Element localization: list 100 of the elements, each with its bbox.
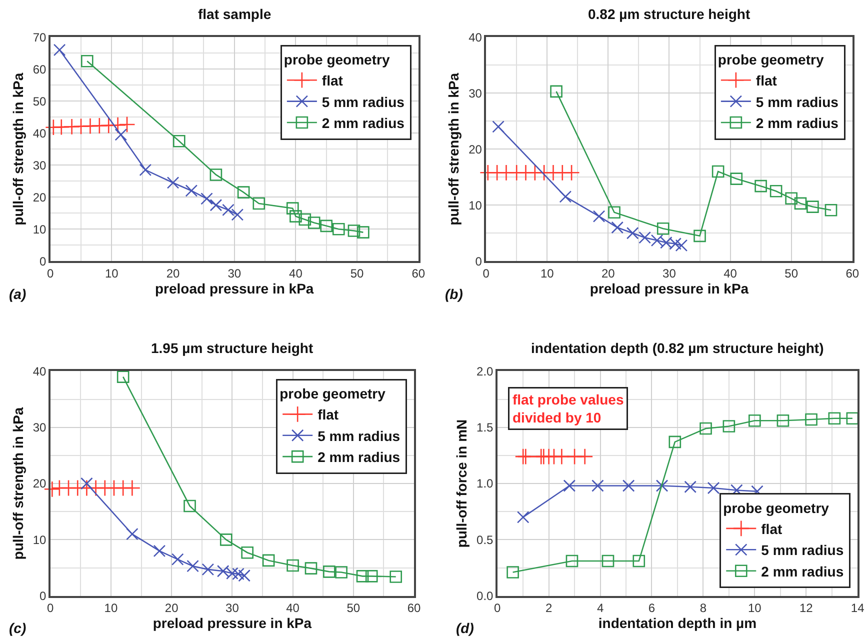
point: [828, 412, 841, 425]
x-axis-title: preload pressure in kPa: [152, 614, 312, 631]
point: [550, 85, 562, 98]
text: (b): [445, 286, 464, 302]
point: [785, 192, 798, 205]
point: [517, 448, 534, 465]
point: [668, 436, 682, 448]
legend-label: 2 mm radius: [761, 563, 844, 580]
point: [806, 200, 819, 213]
y-tick-label: 20: [32, 190, 47, 204]
x-tick-label: 50: [784, 266, 798, 280]
point: [356, 570, 369, 582]
point: [632, 554, 646, 568]
legend-label: flat: [322, 72, 344, 89]
chart-title: 0.82 µm structure height: [588, 6, 750, 22]
point: [185, 184, 198, 197]
text: (c): [9, 620, 26, 636]
y-tick-label: 20: [32, 476, 47, 491]
point: [390, 570, 402, 583]
x-tick-label: 20: [164, 600, 179, 615]
y-tick-label: 0: [40, 589, 47, 604]
point: [210, 198, 222, 212]
point: [171, 553, 184, 566]
point: [63, 118, 80, 136]
point: [707, 482, 720, 494]
point: [173, 134, 186, 148]
x-tick-label: 10: [105, 266, 119, 280]
legend-label: 5 mm radius: [322, 94, 405, 110]
y-axis-title: pull-off strength in kPa: [10, 407, 26, 560]
y-tick-label: 50: [32, 94, 47, 108]
y-tick-label: 0.0: [476, 589, 494, 604]
x-tick-label: 10: [748, 600, 762, 615]
y-axis-title: pull-off strength in kPa: [446, 72, 462, 226]
point: [308, 216, 320, 229]
x-tick-label: 12: [799, 600, 814, 615]
legend-label: flat: [761, 520, 782, 537]
legend-label: 5 mm radius: [756, 94, 839, 110]
legend-label: 5 mm radius: [761, 542, 844, 558]
point: [231, 208, 244, 221]
legend-label: 2 mm radius: [318, 449, 400, 466]
point: [602, 554, 614, 568]
point: [563, 164, 580, 181]
point: [186, 560, 199, 572]
point: [622, 480, 635, 492]
point: [506, 566, 519, 578]
point: [700, 422, 712, 435]
point: [675, 239, 688, 252]
point: [139, 164, 152, 176]
text: (a): [9, 286, 26, 302]
legend-title: probe geometry: [723, 500, 830, 516]
point: [298, 213, 312, 226]
point: [348, 224, 360, 237]
point: [72, 118, 90, 135]
point: [656, 480, 668, 492]
point: [290, 210, 302, 222]
point: [114, 128, 128, 141]
point: [516, 511, 530, 524]
y-tick-label: 30: [32, 420, 47, 435]
y-tick-label: 30: [468, 86, 482, 100]
y-tick-label: 1.5: [476, 420, 494, 435]
chart-title: 1.95 µm structure height: [151, 340, 314, 356]
point: [80, 54, 94, 68]
point: [332, 222, 345, 236]
point: [770, 184, 782, 198]
x-tick-label: 60: [407, 600, 422, 615]
point: [626, 226, 639, 240]
x-tick-label: 30: [226, 600, 240, 615]
point: [576, 448, 594, 465]
x-tick-label: 10: [104, 600, 118, 615]
legend-title: probe geometry: [718, 52, 824, 68]
point: [116, 370, 130, 383]
y-tick-label: 70: [32, 30, 47, 44]
point: [124, 480, 141, 496]
point: [241, 546, 254, 559]
y-axis-title: pull-off strength in kPa: [10, 72, 26, 226]
x-tick-label: 6: [648, 600, 656, 615]
point: [608, 206, 620, 219]
y-axis-title: pull-off force in mN: [454, 419, 470, 548]
x-tick-label: 8: [700, 600, 707, 615]
legend-label: 2 mm radius: [756, 114, 839, 131]
y-tick-label: 1.0: [476, 476, 494, 491]
point: [611, 221, 624, 234]
point: [286, 202, 299, 214]
y-tick-label: 30: [32, 158, 47, 172]
point: [754, 180, 767, 192]
point: [153, 544, 166, 558]
point: [730, 172, 743, 185]
x-tick-label: 20: [166, 266, 180, 280]
point: [237, 186, 250, 198]
chart-title: flat sample: [198, 6, 272, 22]
x-tick-label: 4: [596, 600, 604, 615]
x-axis-title: indentation depth in µm: [598, 614, 757, 631]
x-tick-label: 2: [545, 600, 552, 615]
point: [694, 230, 706, 242]
x-tick-label: 30: [228, 266, 242, 280]
x-tick-label: 60: [412, 266, 426, 280]
point: [563, 480, 576, 492]
point: [712, 165, 724, 178]
point: [592, 210, 606, 222]
point: [200, 192, 213, 205]
